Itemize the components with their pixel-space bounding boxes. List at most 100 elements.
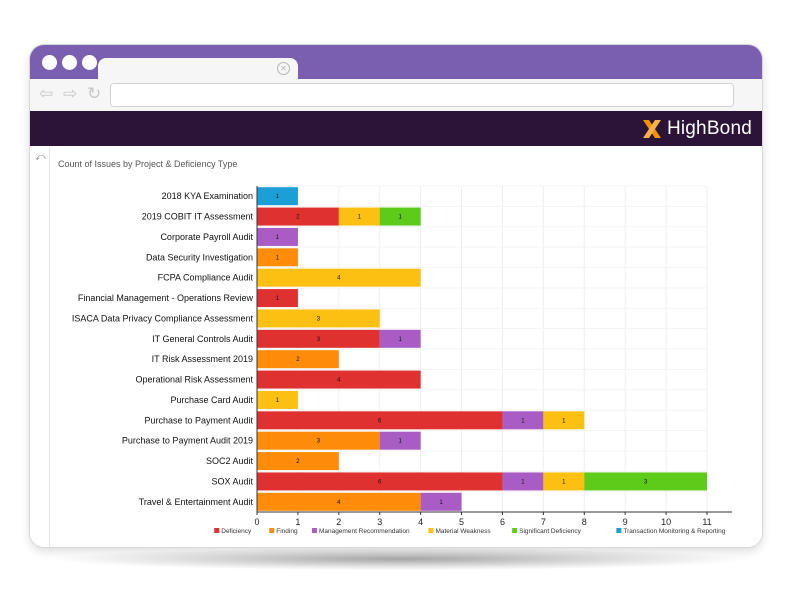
bar-segment: [257, 207, 339, 226]
address-bar[interactable]: [110, 83, 734, 107]
bar-segment: [502, 411, 544, 430]
y-tick-label: SOC2 Audit: [206, 456, 254, 466]
highbond-logo[interactable]: HighBond: [641, 117, 752, 141]
x-tick-label: 2: [336, 517, 341, 527]
legend-label: Transaction Monitoring & Reporting: [623, 528, 725, 535]
data-label: 4: [337, 276, 341, 282]
data-label: 1: [276, 255, 280, 261]
data-label: 1: [399, 337, 403, 343]
browser-window: ✕ ⇦ ⇨ ↻ HighBond ⤺ Count of Issues by Pr…: [30, 45, 762, 547]
bar-segment: [257, 350, 339, 369]
bar-segment: [257, 431, 380, 450]
arrow-right-icon[interactable]: ⇨: [63, 84, 78, 103]
x-tick-label: 5: [459, 517, 464, 527]
data-label: 1: [358, 215, 362, 221]
chart-title: Count of Issues by Project & Deficiency …: [58, 159, 238, 169]
legend-label: Management Recommendation: [319, 528, 410, 535]
data-label: 1: [276, 235, 280, 241]
data-label: 3: [317, 439, 321, 445]
y-tick-label: Travel & Entertainment Audit: [139, 497, 254, 507]
browser-titlebar: ✕: [30, 45, 762, 79]
tab-close-icon[interactable]: ✕: [277, 62, 290, 75]
legend-swatch: [512, 528, 518, 533]
y-tick-label: 2019 COBIT IT Assessment: [142, 212, 254, 222]
y-tick-label: SOX Audit: [211, 476, 253, 486]
legend-label: Material Weakness: [435, 528, 491, 535]
brand-name: HighBond: [666, 118, 752, 139]
bar-segment: [379, 431, 421, 450]
x-tick-label: 9: [623, 517, 628, 527]
data-label: 2: [296, 357, 300, 363]
y-tick-label: 2018 KYA Examination: [162, 191, 253, 201]
bar-segment: [257, 411, 503, 430]
window-close-dot[interactable]: [42, 55, 57, 70]
collapse-icon[interactable]: ⤺: [35, 152, 46, 163]
bar-segment: [257, 268, 421, 287]
y-tick-label: Financial Management - Operations Review: [78, 293, 254, 303]
report-panel: ⤺ Count of Issues by Project & Deficienc…: [30, 146, 762, 547]
data-label: 2: [296, 215, 300, 221]
y-tick-label: Corporate Payroll Audit: [160, 232, 253, 242]
window-minimize-dot[interactable]: [62, 55, 77, 70]
reload-icon[interactable]: ↻: [87, 84, 102, 103]
legend-label: Deficiency: [221, 528, 252, 535]
data-label: 3: [317, 316, 321, 322]
y-tick-label: Operational Risk Assessment: [135, 375, 253, 385]
x-tick-label: 7: [541, 517, 546, 527]
bar-segment: [257, 452, 339, 471]
data-label: 4: [337, 500, 341, 506]
data-label: 1: [521, 418, 525, 424]
data-label: 6: [378, 479, 382, 485]
data-label: 1: [521, 479, 525, 485]
bar-segment: [543, 411, 585, 430]
window-maximize-dot[interactable]: [82, 55, 97, 70]
y-tick-label: Purchase to Payment Audit 2019: [122, 436, 253, 446]
bar-segment: [584, 472, 707, 491]
y-tick-label: IT General Controls Audit: [152, 334, 253, 344]
data-label: 1: [276, 194, 280, 200]
browser-toolbar: ⇦ ⇨ ↻: [30, 79, 762, 112]
legend-swatch: [428, 528, 434, 533]
bar-segment: [338, 207, 380, 226]
bar-segment: [257, 227, 298, 246]
data-label: 1: [276, 296, 280, 302]
data-label: 1: [399, 439, 403, 445]
x-tick-label: 11: [702, 517, 711, 527]
x-tick-label: 8: [582, 517, 587, 527]
x-tick-label: 1: [295, 517, 300, 527]
bar-segment: [257, 187, 298, 206]
bar-segment: [379, 329, 421, 348]
data-label: 3: [644, 479, 648, 485]
legend-swatch: [269, 528, 275, 533]
stacked-bar-chart: 2018 KYA Examination 1 2019 COBIT IT Asses…: [72, 185, 732, 535]
y-tick-label: Data Security Investigation: [146, 252, 253, 262]
data-label: 3: [317, 337, 321, 343]
data-label: 1: [399, 215, 403, 221]
bar-segment: [257, 370, 421, 389]
data-label: 1: [439, 500, 443, 506]
x-tick-label: 10: [661, 517, 671, 527]
bar-segment: [257, 289, 298, 308]
app-header: HighBond: [30, 111, 762, 146]
bar-segment: [502, 472, 544, 491]
data-label: 4: [337, 378, 341, 384]
browser-tab[interactable]: ✕: [98, 58, 298, 79]
bar-segment: [257, 329, 380, 348]
y-tick-label: Purchase Card Audit: [170, 395, 253, 405]
legend-swatch: [311, 528, 317, 533]
bar-segment: [257, 248, 298, 267]
arrow-left-icon[interactable]: ⇦: [39, 84, 54, 103]
x-tick-label: 3: [377, 517, 382, 527]
data-label: 2: [296, 459, 300, 465]
bar-segment: [257, 309, 380, 328]
y-tick-label: FCPA Compliance Audit: [158, 273, 254, 283]
highbond-mark-icon: [642, 120, 661, 138]
legend-swatch: [214, 528, 220, 533]
legend-label: Significant Deficiency: [519, 528, 582, 535]
x-tick-label: 6: [500, 517, 505, 527]
data-label: 6: [378, 418, 382, 424]
bar-segment: [257, 390, 298, 409]
x-tick-label: 4: [418, 517, 423, 527]
data-label: 1: [562, 418, 566, 424]
bar-segment: [543, 472, 585, 491]
